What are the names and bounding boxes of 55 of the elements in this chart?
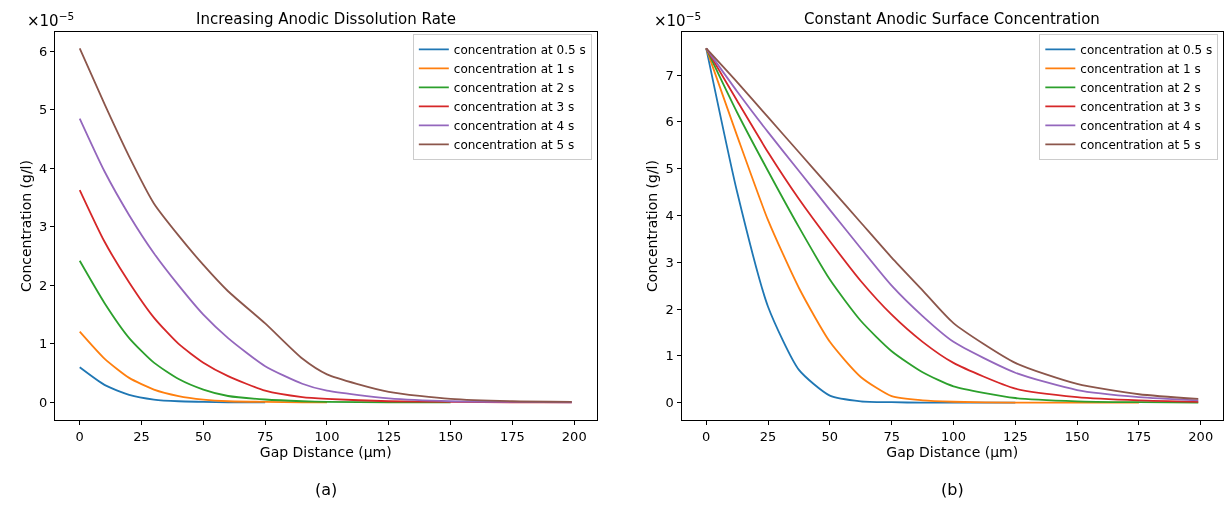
- x-tick-label: 25: [759, 428, 777, 444]
- legend-label: concentration at 2 s: [453, 81, 575, 96]
- y-tick-label: 4: [39, 160, 48, 176]
- x-tick-label: 175: [1126, 428, 1152, 444]
- legend-label: concentration at 0.5 s: [1080, 43, 1213, 58]
- text: (a): [315, 480, 338, 499]
- y-tick-label: 3: [39, 219, 48, 235]
- text: ×10$^{−5}$: [654, 10, 702, 31]
- y-tick-label: 2: [665, 301, 674, 317]
- y-tick-label: 0: [39, 394, 48, 410]
- x-tick-label: 125: [376, 428, 402, 444]
- y-tick-label: 6: [665, 114, 674, 130]
- x-tick-label: 100: [941, 428, 966, 444]
- legend-label: concentration at 0.5 s: [453, 43, 586, 58]
- y-tick-label: 4: [665, 208, 674, 224]
- legend-label: concentration at 1 s: [1080, 62, 1201, 77]
- y-tick-label: 1: [39, 336, 48, 352]
- chart-title: Constant Anodic Surface Concentration: [804, 10, 1100, 28]
- x-tick-label: 100: [314, 428, 340, 444]
- x-tick-label: 0: [702, 428, 711, 444]
- y-axis-title: Concentration (g/l): [644, 160, 661, 292]
- x-tick-label: 200: [561, 428, 587, 444]
- legend-label: concentration at 3 s: [453, 100, 575, 115]
- x-tick-label: 25: [133, 428, 150, 444]
- y-tick-label: 6: [39, 43, 48, 59]
- legend-label: concentration at 5 s: [1080, 138, 1201, 153]
- x-tick-label: 50: [195, 428, 212, 444]
- y-tick-label: 5: [665, 161, 674, 177]
- chart-title: Increasing Anodic Dissolution Rate: [196, 10, 456, 28]
- x-tick-label: 150: [438, 428, 464, 444]
- x-tick-label: 75: [883, 428, 900, 444]
- x-tick-label: 125: [1002, 428, 1028, 444]
- y-tick-label: 0: [665, 395, 674, 411]
- y-tick-label: 5: [39, 102, 48, 118]
- legend-label: concentration at 4 s: [1080, 119, 1201, 134]
- x-axis-title: Gap Distance (μm): [259, 443, 392, 460]
- y-tick-label: 3: [665, 254, 674, 270]
- text: ×10$^{−5}$: [27, 10, 75, 31]
- text: (b): [941, 480, 964, 499]
- y-tick-label: 2: [39, 277, 48, 293]
- x-tick-label: 75: [256, 428, 274, 444]
- legend-label: concentration at 3 s: [1080, 100, 1201, 115]
- legend-label: concentration at 1 s: [453, 62, 575, 77]
- legend-label: concentration at 4 s: [453, 119, 575, 134]
- x-tick-label: 150: [1064, 428, 1090, 444]
- x-tick-label: 200: [1188, 428, 1214, 444]
- x-axis-title: Gap Distance (μm): [886, 443, 1019, 460]
- legend-label: concentration at 2 s: [1080, 81, 1201, 96]
- legend-label: concentration at 5 s: [453, 138, 575, 153]
- y-tick-label: 1: [665, 348, 674, 364]
- x-tick-label: 0: [75, 428, 84, 444]
- x-tick-label: 175: [500, 428, 525, 444]
- x-tick-label: 50: [821, 428, 839, 444]
- y-tick-label: 7: [665, 67, 674, 83]
- y-axis-title: Concentration (g/l): [17, 160, 34, 292]
